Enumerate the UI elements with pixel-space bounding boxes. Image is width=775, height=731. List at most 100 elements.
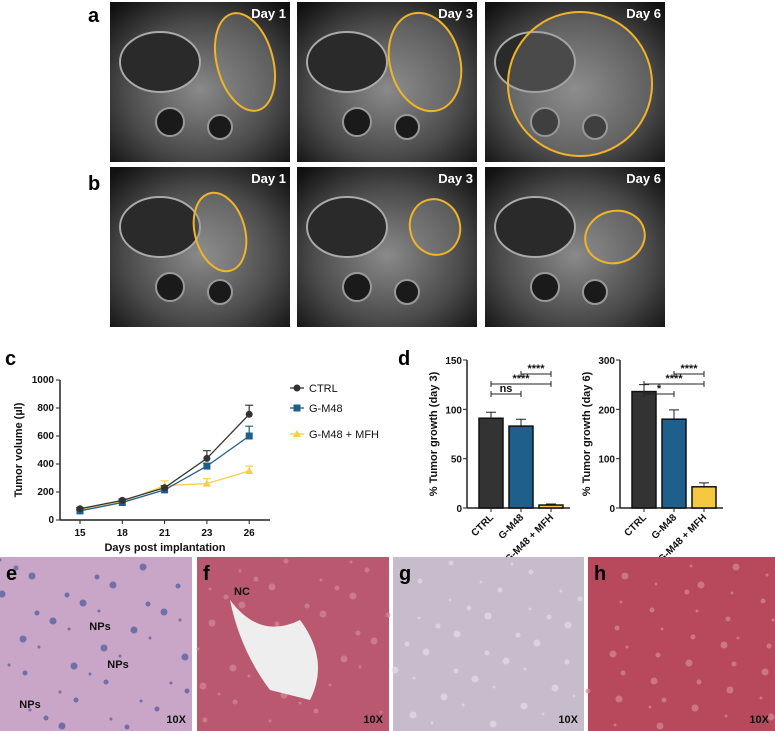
x-tick-label: 21 <box>159 528 171 539</box>
y-tick-label: 400 <box>37 459 54 470</box>
tissue-texture <box>49 617 57 625</box>
mri-brain-region <box>119 196 201 258</box>
tissue-texture <box>479 580 483 584</box>
tissue-texture <box>417 616 421 620</box>
magnification-label: 10X <box>558 714 578 726</box>
tissue-texture <box>97 609 101 613</box>
tissue-texture <box>649 607 655 613</box>
mri-structure <box>155 272 185 302</box>
mri-structure <box>207 279 233 305</box>
tissue-texture <box>28 572 36 580</box>
tissue-texture <box>559 589 563 593</box>
tissue-texture <box>229 664 237 672</box>
tissue-texture <box>655 652 661 658</box>
mri-brain-region <box>494 196 576 258</box>
x-axis-label: Days post implantation <box>104 542 225 554</box>
panel-label-a: a <box>88 5 100 27</box>
tumor-growth-day6-bar-chart: 0 100 200 300 % Tumor growth (day 6) CTRL G-M4… <box>581 356 723 565</box>
tissue-texture <box>58 722 66 730</box>
tissue-texture <box>70 662 78 670</box>
significance-bracket <box>520 371 552 377</box>
tissue-texture <box>620 670 626 676</box>
data-point <box>293 384 301 392</box>
data-point <box>293 404 301 412</box>
tissue-texture <box>217 692 221 696</box>
tissue-texture <box>650 677 658 685</box>
y-tick-label: 0 <box>609 504 615 515</box>
tissue-texture <box>685 659 693 667</box>
tissue-texture <box>430 721 434 725</box>
y-tick-label: 300 <box>598 356 615 367</box>
tissue-texture <box>492 685 496 689</box>
legend-label: G-M48 <box>309 403 343 415</box>
tissue-texture <box>489 720 497 728</box>
magnification-label: 10X <box>166 714 186 726</box>
tissue-texture <box>238 569 242 573</box>
tissue-texture <box>551 684 559 692</box>
tissue-texture <box>767 713 775 721</box>
tissue-texture <box>412 676 416 680</box>
tissue-texture <box>689 564 693 568</box>
tissue-texture <box>448 598 452 602</box>
tissue-texture <box>28 708 32 712</box>
y-tick-label: 1000 <box>32 375 55 386</box>
histology-image <box>588 557 775 731</box>
tissue-texture <box>199 682 207 690</box>
tissue-texture <box>546 614 552 620</box>
tissue-texture <box>502 657 510 665</box>
tissue-texture <box>334 585 340 591</box>
tissue-texture <box>761 668 769 676</box>
tissue-texture <box>736 636 740 640</box>
bar <box>631 390 657 509</box>
tissue-texture <box>223 594 229 600</box>
tissue-texture <box>656 722 664 730</box>
histology-panels: e 10X f 10X g 10X h 10X NPs NPs NPs NC <box>0 557 775 731</box>
tissue-texture <box>139 563 147 571</box>
mri-brain-region <box>306 31 388 93</box>
tissue-texture <box>79 599 87 607</box>
y-tick-label: 600 <box>37 431 54 442</box>
tissue-texture <box>100 644 108 652</box>
tissue-texture <box>471 675 479 683</box>
tissue-texture <box>696 679 702 685</box>
tissue-texture <box>422 648 430 656</box>
tissue-texture <box>615 695 623 703</box>
tissue-texture <box>340 655 348 663</box>
tissue-texture <box>145 601 151 607</box>
series-line <box>79 435 250 512</box>
tissue-texture <box>232 699 238 705</box>
tissue-texture <box>533 639 541 647</box>
y-tick-label: 200 <box>598 405 615 416</box>
bar <box>691 486 717 509</box>
legend-label: G-M48 + MFH <box>309 429 379 441</box>
error-bar <box>486 411 496 419</box>
legend-label: CTRL <box>309 383 338 395</box>
data-point <box>203 454 211 462</box>
tissue-texture <box>148 636 152 640</box>
tissue-texture <box>364 567 370 573</box>
tissue-texture <box>497 587 503 593</box>
x-tick-label: 18 <box>117 528 129 539</box>
tissue-texture <box>766 643 772 649</box>
mri-structure <box>394 114 420 140</box>
tissue-texture <box>319 578 323 582</box>
tissue-texture <box>453 668 459 674</box>
tissue-texture <box>520 702 528 710</box>
panel-label-f: f <box>203 563 210 585</box>
tissue-texture <box>358 665 362 669</box>
tissue-texture <box>572 694 576 698</box>
tissue-texture <box>461 703 465 707</box>
tissue-texture <box>614 625 620 631</box>
tissue-texture <box>391 666 399 674</box>
np-label: NPs <box>107 659 128 671</box>
significance-label: * <box>657 383 662 395</box>
error-bar <box>669 409 679 420</box>
tissue-texture <box>109 581 117 589</box>
tissue-texture <box>118 654 122 658</box>
data-point <box>203 462 211 470</box>
panel-label-d: d <box>398 348 410 370</box>
x-tick-label: G-M48 <box>650 512 680 542</box>
tissue-texture <box>379 710 383 714</box>
tissue-texture <box>88 672 92 676</box>
